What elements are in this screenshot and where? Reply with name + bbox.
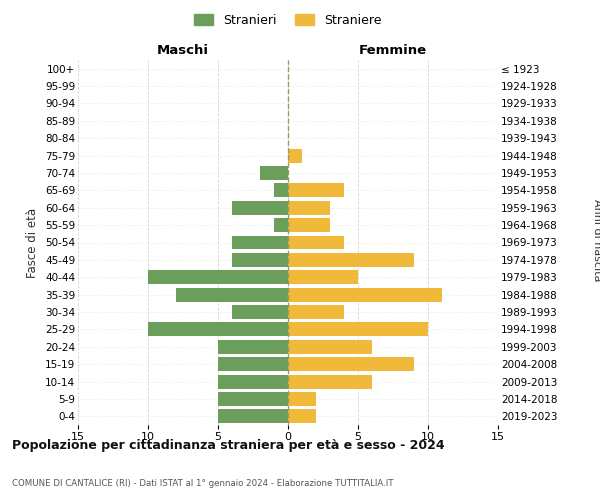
Bar	[218, 374, 288, 388]
Text: Femmine: Femmine	[359, 44, 427, 58]
Bar	[218, 357, 288, 371]
Bar	[148, 322, 288, 336]
Text: Popolazione per cittadinanza straniera per età e sesso - 2024: Popolazione per cittadinanza straniera p…	[12, 440, 445, 452]
Bar	[288, 340, 372, 353]
Bar	[288, 392, 316, 406]
Bar	[274, 184, 288, 198]
Bar	[218, 410, 288, 424]
Bar	[288, 201, 330, 214]
Text: Anni di nascita: Anni di nascita	[592, 198, 600, 281]
Bar	[232, 253, 288, 267]
Bar	[288, 236, 344, 250]
Bar	[288, 218, 330, 232]
Bar	[288, 288, 442, 302]
Bar	[288, 357, 414, 371]
Bar	[288, 322, 428, 336]
Bar	[218, 392, 288, 406]
Bar	[232, 305, 288, 319]
Bar	[274, 218, 288, 232]
Bar	[288, 148, 302, 162]
Bar	[288, 374, 372, 388]
Bar	[288, 410, 316, 424]
Legend: Stranieri, Straniere: Stranieri, Straniere	[190, 8, 386, 32]
Bar	[176, 288, 288, 302]
Bar	[260, 166, 288, 180]
Y-axis label: Fasce di età: Fasce di età	[26, 208, 40, 278]
Bar	[232, 201, 288, 214]
Bar	[288, 253, 414, 267]
Bar	[218, 340, 288, 353]
Text: Maschi: Maschi	[157, 44, 209, 58]
Bar	[232, 236, 288, 250]
Bar	[148, 270, 288, 284]
Bar	[288, 184, 344, 198]
Bar	[288, 270, 358, 284]
Text: COMUNE DI CANTALICE (RI) - Dati ISTAT al 1° gennaio 2024 - Elaborazione TUTTITAL: COMUNE DI CANTALICE (RI) - Dati ISTAT al…	[12, 478, 394, 488]
Bar	[288, 305, 344, 319]
